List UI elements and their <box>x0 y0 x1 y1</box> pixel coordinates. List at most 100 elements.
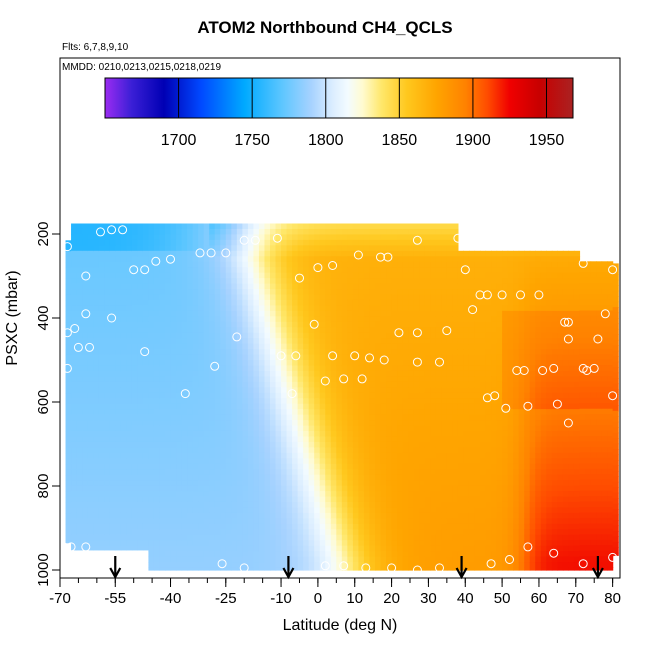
heat-cell <box>71 354 78 361</box>
heat-cell <box>430 310 437 317</box>
heat-cell <box>303 447 310 454</box>
heat-cell <box>203 294 210 301</box>
heat-cell <box>441 294 448 301</box>
heat-cell <box>386 409 393 416</box>
heat-cell <box>391 452 398 459</box>
heat-cell <box>330 381 337 388</box>
heat-cell <box>330 305 337 312</box>
heat-cell <box>336 349 343 356</box>
heat-cell <box>203 507 210 514</box>
heat-cell <box>264 529 271 536</box>
heat-cell <box>397 452 404 459</box>
heat-cell <box>485 474 492 481</box>
heat-cell <box>352 398 360 405</box>
heat-cell <box>231 562 238 569</box>
heat-cell <box>352 223 360 230</box>
heat-cell <box>336 381 343 388</box>
heat-cell <box>181 387 188 394</box>
heat-cell <box>87 278 94 285</box>
heat-cell <box>292 403 299 410</box>
heat-cell <box>413 305 420 312</box>
heat-cell <box>153 267 161 274</box>
heat-cell <box>474 327 481 334</box>
heat-cell <box>82 452 89 459</box>
heat-cell <box>352 458 360 465</box>
heat-cell <box>214 267 221 274</box>
heat-cell <box>231 534 238 541</box>
heat-cell <box>126 436 133 443</box>
heat-cell <box>209 452 216 459</box>
heat-cell <box>336 327 343 334</box>
heat-cell <box>153 223 161 230</box>
heat-cell <box>496 299 503 306</box>
heat-cell <box>181 551 188 558</box>
heat-cell <box>225 463 232 470</box>
heat-cell <box>87 463 94 470</box>
heat-cell <box>264 469 271 476</box>
heat-cell <box>402 289 409 296</box>
heat-cell <box>386 272 393 279</box>
heat-cell <box>430 354 437 361</box>
heat-cell <box>115 354 122 361</box>
heat-cell <box>104 365 111 372</box>
heat-cell <box>198 507 205 514</box>
heat-cell <box>408 370 415 377</box>
heat-cell <box>297 321 304 328</box>
heat-cell <box>441 256 448 263</box>
heat-cell <box>214 463 221 470</box>
heat-cell <box>435 316 442 323</box>
heat-cell <box>391 491 398 498</box>
heat-cell <box>386 332 393 339</box>
heat-cell <box>258 376 266 383</box>
heat-cell <box>424 507 431 514</box>
heat-cell <box>98 299 105 306</box>
heat-cell <box>297 507 304 514</box>
heat-cell <box>468 381 476 388</box>
heat-cell <box>386 387 393 394</box>
heat-cell <box>187 343 194 350</box>
heat-cell <box>187 491 194 498</box>
heat-cell <box>502 343 509 350</box>
heat-cell <box>303 294 310 301</box>
heat-cell <box>375 540 382 547</box>
heat-cell <box>115 392 122 399</box>
heat-cell <box>491 354 498 361</box>
heat-cell <box>159 452 166 459</box>
heat-cell <box>203 272 210 279</box>
heat-cell <box>209 278 216 285</box>
heat-cell <box>247 327 255 334</box>
heat-cell <box>496 480 503 487</box>
heat-cell <box>82 223 89 230</box>
heat-cell <box>380 327 387 334</box>
heat-cell <box>198 338 205 345</box>
heat-cell <box>352 261 360 268</box>
heat-cell <box>109 485 116 492</box>
heat-cell <box>281 310 288 317</box>
heat-cell <box>413 234 420 241</box>
heat-cell <box>209 289 216 296</box>
heat-cell <box>176 430 183 438</box>
heat-cell <box>76 381 83 388</box>
heat-cell <box>491 403 498 410</box>
heat-cell <box>225 518 232 525</box>
heat-cell <box>264 436 271 443</box>
heat-cell <box>502 310 509 317</box>
heat-cell <box>297 387 304 394</box>
heat-cell <box>363 441 371 448</box>
heat-cell <box>247 283 255 290</box>
heat-cell <box>375 556 382 563</box>
heat-cell <box>203 338 210 345</box>
heat-cell <box>93 381 100 388</box>
heat-cell <box>341 239 348 246</box>
heat-cell <box>93 414 100 421</box>
heat-cell <box>153 343 161 350</box>
heat-cell <box>214 387 221 394</box>
heat-cell <box>93 447 100 454</box>
heat-cell <box>270 425 277 432</box>
heat-cell <box>242 392 249 399</box>
heat-cell <box>115 250 122 257</box>
heat-cell <box>253 343 260 350</box>
heat-cell <box>496 381 503 388</box>
heat-cell <box>104 540 111 547</box>
heat-cell <box>402 512 409 519</box>
